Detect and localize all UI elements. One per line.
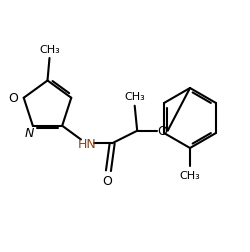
- Text: O: O: [157, 125, 167, 138]
- Text: O: O: [8, 92, 18, 105]
- Text: N: N: [25, 127, 34, 140]
- Text: CH₃: CH₃: [124, 92, 145, 102]
- Text: CH₃: CH₃: [39, 44, 60, 54]
- Text: CH₃: CH₃: [180, 170, 201, 180]
- Text: O: O: [102, 174, 112, 187]
- Text: HN: HN: [78, 137, 96, 150]
